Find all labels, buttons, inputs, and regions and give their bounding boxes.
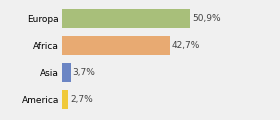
Bar [62,36,170,55]
Bar [62,9,190,28]
Bar [62,63,71,82]
Bar [62,90,68,109]
Text: 42,7%: 42,7% [171,41,199,50]
Text: 2,7%: 2,7% [70,95,93,104]
Text: 3,7%: 3,7% [73,68,95,77]
Text: 50,9%: 50,9% [192,14,220,23]
